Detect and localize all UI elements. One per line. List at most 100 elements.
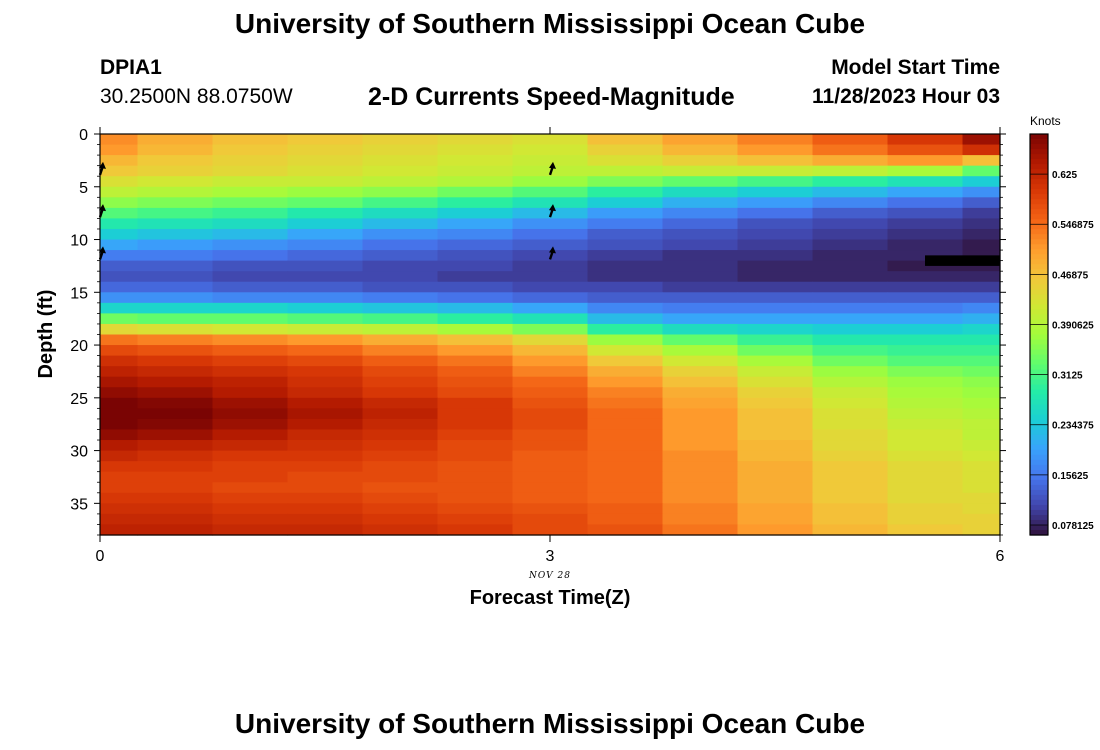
heatmap-cell <box>662 292 739 304</box>
heatmap-cell <box>587 355 664 367</box>
heatmap-cell <box>137 313 214 325</box>
heatmap-cell <box>812 155 889 167</box>
model-start-value: 11/28/2023 Hour 03 <box>812 85 1000 108</box>
heatmap-cell <box>962 228 1001 241</box>
heatmap-cell <box>437 207 514 220</box>
heatmap-cell <box>137 513 214 526</box>
heatmap-cell <box>812 260 889 272</box>
heatmap-cell <box>212 239 289 251</box>
heatmap-cell <box>287 524 364 536</box>
heatmap-cell <box>737 197 814 209</box>
heatmap-cell <box>287 471 364 483</box>
heatmap-cell <box>212 313 289 325</box>
heatmap-cell <box>887 334 964 346</box>
heatmap-cell <box>362 387 439 399</box>
heatmap-cell <box>662 355 739 367</box>
heatmap-cell <box>512 334 589 346</box>
heatmap-cell <box>100 313 139 325</box>
heatmap-cell <box>437 408 514 420</box>
heatmap-cell <box>512 366 589 378</box>
colorbar-segment <box>1030 444 1048 451</box>
heatmap-cell <box>662 144 739 156</box>
heatmap-cell <box>362 197 439 209</box>
heatmap-cell <box>137 355 214 367</box>
heatmap-cell <box>962 165 1001 177</box>
colorbar-segment <box>1030 474 1048 481</box>
heatmap-cell <box>287 250 364 262</box>
heatmap-cell <box>512 440 589 452</box>
colorbar-segment <box>1030 334 1048 341</box>
heatmap-cell <box>737 271 814 283</box>
heatmap-cell <box>887 397 964 409</box>
heatmap-cell <box>212 134 289 146</box>
heatmap-cell <box>962 239 1001 251</box>
heatmap-cell <box>362 228 439 241</box>
heatmap-cell <box>137 387 214 399</box>
heatmap-cell <box>137 197 214 209</box>
heatmap-cell <box>100 397 139 409</box>
heatmap-cell <box>362 250 439 262</box>
heatmap-cell <box>812 176 889 188</box>
heatmap-cell <box>137 418 214 431</box>
heatmap-cell <box>287 155 364 167</box>
heatmap-cell <box>287 260 364 272</box>
y-tick-label: 35 <box>70 496 88 513</box>
heatmap-cell <box>287 482 364 494</box>
heatmap-cell <box>737 397 814 409</box>
x-tick-label: 0 <box>96 548 105 565</box>
heatmap-cell <box>662 239 739 251</box>
heatmap-cell <box>812 366 889 378</box>
heatmap-cell <box>137 482 214 494</box>
heatmap-cell <box>812 503 889 515</box>
heatmap-cell <box>137 450 214 462</box>
colorbar-segment <box>1030 274 1048 280</box>
heatmap-cell <box>587 302 664 314</box>
heatmap-cell <box>212 260 289 272</box>
heatmap-cell <box>887 313 964 325</box>
heatmap-cell <box>662 471 739 483</box>
heatmap-cell <box>587 376 664 388</box>
heatmap-cell <box>587 440 664 452</box>
current-vector-arrow <box>548 161 556 176</box>
heatmap-cell <box>512 292 589 304</box>
heatmap-cell <box>437 503 514 515</box>
colorbar-segment <box>1030 449 1048 456</box>
heatmap-cell <box>812 302 889 314</box>
plot-title: 2-D Currents Speed-Magnitude <box>368 83 735 111</box>
colorbar-segment <box>1030 154 1048 160</box>
heatmap-cell <box>437 513 514 526</box>
heatmap-cell <box>812 197 889 209</box>
heatmap-cell <box>812 429 889 441</box>
heatmap-cell <box>662 228 739 241</box>
heatmap-cell <box>737 524 814 536</box>
heatmap-cell <box>737 144 814 156</box>
heatmap-cell <box>362 366 439 378</box>
heatmap-cell <box>887 408 964 420</box>
heatmap-cell <box>362 503 439 515</box>
heatmap-cell <box>587 408 664 420</box>
heatmap-cell <box>437 239 514 251</box>
heatmap-cell <box>662 323 739 336</box>
heatmap-cell <box>662 387 739 399</box>
heatmap-cell <box>662 334 739 346</box>
heatmap-cell <box>362 355 439 367</box>
heatmap-cell <box>437 260 514 272</box>
heatmap-cell <box>287 492 364 504</box>
heatmap-cell <box>737 165 814 177</box>
colorbar-segment <box>1030 284 1048 290</box>
heatmap-cell <box>362 397 439 409</box>
heatmap-cell <box>887 197 964 209</box>
heatmap-cell <box>512 492 589 504</box>
heatmap-cell <box>100 429 139 441</box>
heatmap-cell <box>287 302 364 314</box>
heatmap-cell <box>587 513 664 526</box>
colorbar-segment <box>1030 459 1048 466</box>
heatmap-cell <box>212 387 289 399</box>
colorbar-segment <box>1030 499 1048 506</box>
heatmap-cell <box>100 387 139 399</box>
heatmap-cell <box>287 313 364 325</box>
heatmap-cell <box>287 292 364 304</box>
heatmap-cell <box>662 186 739 198</box>
heatmap-cell <box>512 513 589 526</box>
heatmap-cell <box>512 218 589 230</box>
